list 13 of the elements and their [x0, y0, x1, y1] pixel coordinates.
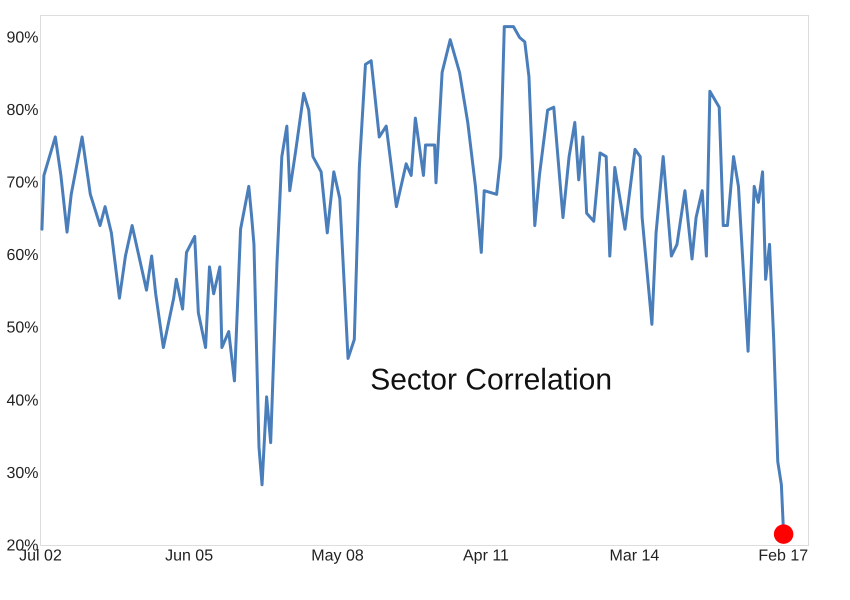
y-tick-label: 70% [6, 174, 38, 192]
annotation: Sector Correlation [370, 364, 612, 397]
y-tick-label: 90% [6, 29, 38, 46]
x-tick-label: May 08 [311, 548, 364, 564]
y-tick-label: 60% [6, 247, 38, 264]
x-tick-label: Jun 05 [165, 548, 214, 564]
x-tick-label: Feb 17 [758, 548, 808, 564]
y-tick-label: 30% [6, 464, 38, 482]
x-tick-label: Apr 11 [462, 548, 510, 564]
y-tick-label: 80% [6, 102, 38, 119]
y-tick-label: 40% [6, 392, 38, 410]
y-tick-label: 50% [6, 320, 38, 337]
x-tick-label: Mar 14 [610, 548, 660, 564]
